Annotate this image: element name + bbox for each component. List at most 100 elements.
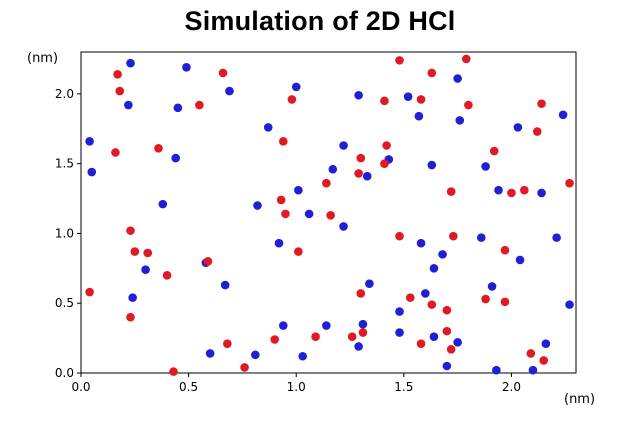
red-scatter-point [500,245,510,255]
blue-scatter-point [492,365,501,375]
blue-scatter-point [395,328,404,337]
blue-scatter-point [477,233,486,242]
red-scatter-point [169,367,178,376]
blue-scatter-point [513,123,523,132]
red-scatter-point [446,344,456,354]
chart-title: Simulation of 2D HCl [184,6,456,36]
red-scatter-point [240,363,249,372]
blue-scatter-point [362,171,372,181]
blue-scatter-point [291,82,301,92]
blue-scatter-point [494,185,503,195]
scatter-points [85,54,574,376]
red-scatter-point [85,287,94,297]
blue-scatter-point [453,337,462,347]
red-scatter-point [126,312,135,322]
red-scatter-point [449,231,458,241]
y-tick-label: 0.5 [55,296,74,310]
red-scatter-point [380,96,389,106]
red-scatter-point [111,148,120,157]
blue-scatter-point [427,160,437,170]
y-tick-label: 2.0 [55,87,74,101]
red-scatter-point [380,159,389,168]
blue-scatter-point [225,86,234,96]
blue-scatter-point [253,201,262,210]
red-scatter-point [143,248,153,258]
blue-scatter-point [414,111,424,121]
red-scatter-point [358,328,368,337]
red-scatter-point [195,100,204,110]
x-tick-label: 1.0 [287,380,306,394]
blue-scatter-point [141,265,150,275]
x-axis: 0.0 0.5 1.0 1.5 2.0 [71,373,521,394]
x-tick-label: 0.5 [179,380,198,394]
red-scatter-point [461,54,471,64]
red-scatter-point [537,99,546,108]
red-scatter-point [446,187,456,196]
blue-scatter-point [322,321,331,330]
blue-scatter-point [358,319,368,329]
red-scatter-point [279,137,288,146]
y-axis: 0.0 0.5 1.0 1.5 2.0 [55,87,81,380]
blue-scatter-point [429,264,439,273]
blue-scatter-point [541,339,551,348]
x-axis-unit-label: (nm) [564,392,595,407]
red-scatter-point [442,326,452,336]
red-scatter-point [281,209,290,219]
red-scatter-point [130,247,140,256]
blue-scatter-point [294,185,303,195]
red-scatter-point [356,153,366,163]
y-tick-label: 0.0 [55,366,74,380]
blue-scatter-point [171,153,180,163]
blue-scatter-point [481,162,490,171]
red-scatter-point [489,146,499,156]
red-scatter-point [287,95,297,104]
blue-scatter-point [537,188,546,198]
blue-scatter-point [354,90,363,100]
red-scatter-point [113,70,122,79]
red-scatter-point [500,297,510,307]
red-scatter-point [270,335,279,344]
blue-scatter-point [453,74,462,83]
blue-scatter-point [421,289,430,298]
red-scatter-point [395,56,404,65]
blue-scatter-point [205,349,215,358]
red-scatter-point [322,178,331,188]
blue-scatter-point [298,351,307,361]
red-scatter-point [311,332,320,342]
y-axis-unit-label: (nm) [27,51,58,66]
blue-scatter-point [339,141,348,150]
blue-scatter-point [487,282,497,291]
blue-scatter-point [354,342,363,351]
blue-scatter-point [515,255,525,265]
x-tick-label: 2.0 [502,380,521,394]
red-scatter-point [427,300,437,309]
red-scatter-point [218,68,228,78]
red-scatter-point [565,178,574,188]
red-scatter-point [520,185,529,195]
red-scatter-point [294,247,303,256]
red-scatter-point [442,305,452,315]
blue-scatter-point [126,58,135,68]
red-scatter-point [507,188,516,198]
blue-scatter-point [528,365,538,375]
blue-scatter-point [395,307,404,316]
blue-scatter-point [455,116,465,125]
blue-scatter-point [365,279,374,288]
blue-scatter-point [124,100,133,110]
blue-scatter-point [158,199,168,209]
x-tick-label: 0.0 [71,380,90,394]
blue-scatter-point [429,332,439,342]
blue-scatter-point [274,238,284,248]
y-tick-label: 1.0 [55,226,74,240]
red-scatter-point [526,349,536,358]
blue-scatter-point [173,103,183,113]
blue-scatter-point [403,92,413,101]
x-tick-label: 1.5 [394,380,413,394]
red-scatter-point [395,231,404,241]
red-scatter-point [481,294,490,304]
blue-scatter-point [339,222,348,231]
blue-scatter-point [182,63,191,72]
blue-scatter-point [328,164,338,174]
red-scatter-point [416,95,426,104]
